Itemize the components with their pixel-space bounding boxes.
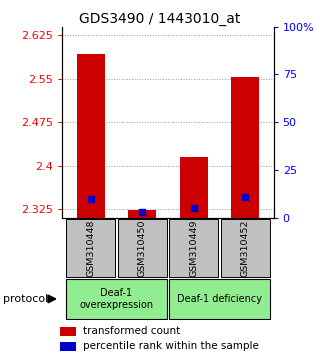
Text: Deaf-1 deficiency: Deaf-1 deficiency	[177, 294, 262, 304]
Bar	[60, 327, 76, 336]
Bar	[231, 77, 260, 218]
Text: GSM310448: GSM310448	[86, 219, 95, 276]
Bar	[128, 210, 156, 218]
Bar	[169, 219, 219, 277]
Bar	[66, 219, 116, 277]
Text: transformed count: transformed count	[83, 326, 180, 336]
Bar	[169, 279, 270, 319]
Bar	[220, 219, 270, 277]
Text: GSM310452: GSM310452	[241, 219, 250, 276]
Bar	[66, 279, 167, 319]
Text: GSM310450: GSM310450	[138, 219, 147, 276]
Text: GSM310449: GSM310449	[189, 219, 198, 276]
Bar	[117, 219, 167, 277]
Bar	[180, 157, 208, 218]
Text: Deaf-1
overexpression: Deaf-1 overexpression	[79, 288, 154, 310]
Bar	[76, 54, 105, 218]
Text: GDS3490 / 1443010_at: GDS3490 / 1443010_at	[79, 12, 241, 27]
Bar	[60, 342, 76, 350]
Text: protocol: protocol	[3, 294, 48, 304]
Text: percentile rank within the sample: percentile rank within the sample	[83, 342, 259, 352]
